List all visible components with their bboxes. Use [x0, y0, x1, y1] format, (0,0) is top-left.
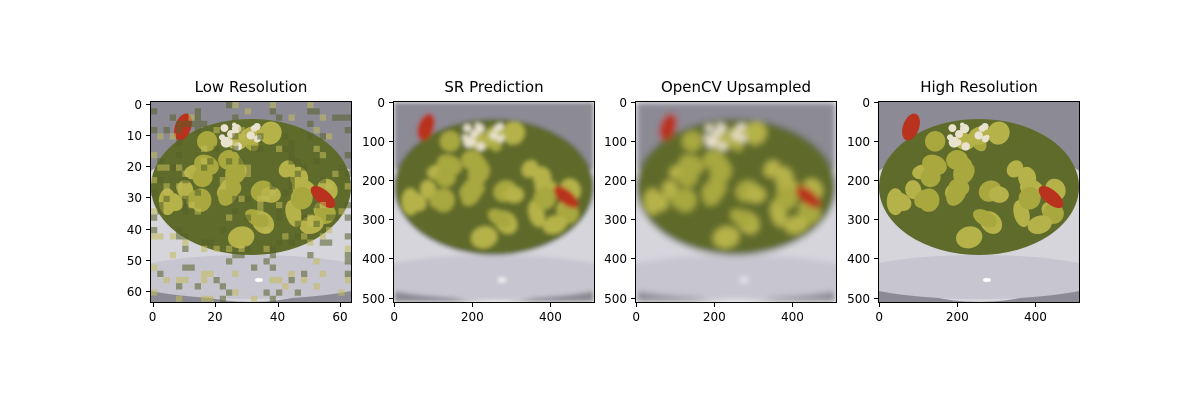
x-axis-tick: [152, 303, 154, 307]
y-tick-label: 0: [377, 96, 385, 111]
y-axis-tick: [389, 258, 393, 260]
y-axis-tick: [389, 297, 393, 299]
y-axis-tick: [874, 180, 878, 182]
y-tick-label: 300: [847, 213, 870, 228]
y-axis-tick: [631, 297, 635, 299]
y-tick-label: 0: [619, 96, 627, 111]
x-tick-label: 200: [945, 310, 969, 324]
y-tick-label: 50: [126, 253, 142, 268]
y-axis-tick: [146, 291, 150, 293]
y-axis-tick: [874, 102, 878, 104]
x-axis-tick: [215, 303, 217, 307]
x-tick-label: 0: [875, 310, 884, 324]
x-axis-tick: [792, 303, 794, 307]
y-axis-tick: [146, 228, 150, 230]
y-axis-tick: [874, 141, 878, 143]
y-axis-tick: [389, 180, 393, 182]
x-tick-label: 200: [460, 310, 484, 324]
y-tick-label: 40: [126, 222, 142, 237]
y-axis-tick: [389, 219, 393, 221]
y-tick-label: 20: [126, 160, 142, 175]
image-axes: [150, 101, 352, 303]
x-axis-tick: [1035, 303, 1037, 307]
y-axis-tick: [874, 258, 878, 260]
panel-title: SR Prediction: [444, 78, 544, 96]
x-tick-label: 0: [632, 310, 641, 324]
y-axis-tick: [146, 259, 150, 261]
y-tick-label: 200: [604, 174, 627, 189]
y-axis-tick: [146, 134, 150, 136]
y-axis-tick: [631, 219, 635, 221]
y-tick-label: 10: [126, 128, 142, 143]
x-axis-tick: [394, 303, 396, 307]
x-axis-tick: [340, 303, 342, 307]
x-tick-label: 20: [207, 310, 223, 324]
y-tick-label: 400: [362, 252, 385, 267]
x-tick-label: 400: [1023, 310, 1047, 324]
y-axis-tick: [146, 197, 150, 199]
y-tick-label: 60: [126, 285, 142, 300]
x-tick-label: 40: [269, 310, 286, 324]
y-axis-tick: [631, 102, 635, 104]
y-axis-tick: [146, 166, 150, 168]
x-axis-tick: [957, 303, 959, 307]
x-tick-label: 0: [390, 310, 399, 324]
y-tick-label: 500: [604, 291, 627, 306]
y-tick-label: 300: [604, 213, 627, 228]
x-tick-label: 400: [538, 310, 562, 324]
y-axis-tick: [389, 102, 393, 104]
y-tick-label: 0: [862, 96, 870, 111]
x-tick-label: 400: [780, 310, 804, 324]
y-tick-label: 200: [362, 174, 385, 189]
y-tick-label: 100: [604, 135, 627, 150]
y-axis-tick: [874, 297, 878, 299]
y-tick-label: 200: [847, 174, 870, 189]
food-image-sr-prediction: [394, 102, 594, 302]
x-tick-label: 60: [332, 310, 348, 324]
x-tick-label: 0: [148, 310, 157, 324]
y-tick-label: 30: [126, 191, 142, 206]
x-tick-label: 200: [702, 310, 726, 324]
x-axis-tick: [277, 303, 279, 307]
food-image-opencv-upsampled: [636, 102, 836, 302]
y-axis-tick: [631, 141, 635, 143]
x-axis-tick: [550, 303, 552, 307]
image-axes: [393, 101, 595, 303]
y-tick-label: 500: [362, 291, 385, 306]
panel-title: High Resolution: [920, 78, 1038, 96]
y-tick-label: 0: [134, 97, 142, 112]
image-axes: [878, 101, 1080, 303]
y-axis-tick: [631, 180, 635, 182]
panel-title: Low Resolution: [194, 78, 308, 96]
image-axes: [635, 101, 837, 303]
food-image-low-resolution: [151, 102, 351, 302]
y-tick-label: 100: [847, 135, 870, 150]
panel-title: OpenCV Upsampled: [660, 78, 812, 96]
y-axis-tick: [874, 219, 878, 221]
x-axis-tick: [879, 303, 881, 307]
y-axis-tick: [389, 141, 393, 143]
y-tick-label: 500: [847, 291, 870, 306]
x-axis-tick: [636, 303, 638, 307]
y-tick-label: 100: [362, 135, 385, 150]
food-image-high-resolution: [879, 102, 1079, 302]
x-axis-tick: [472, 303, 474, 307]
y-axis-tick: [146, 103, 150, 105]
y-axis-tick: [631, 258, 635, 260]
y-tick-label: 400: [847, 252, 870, 267]
y-tick-label: 400: [604, 252, 627, 267]
y-tick-label: 300: [362, 213, 385, 228]
x-axis-tick: [714, 303, 716, 307]
